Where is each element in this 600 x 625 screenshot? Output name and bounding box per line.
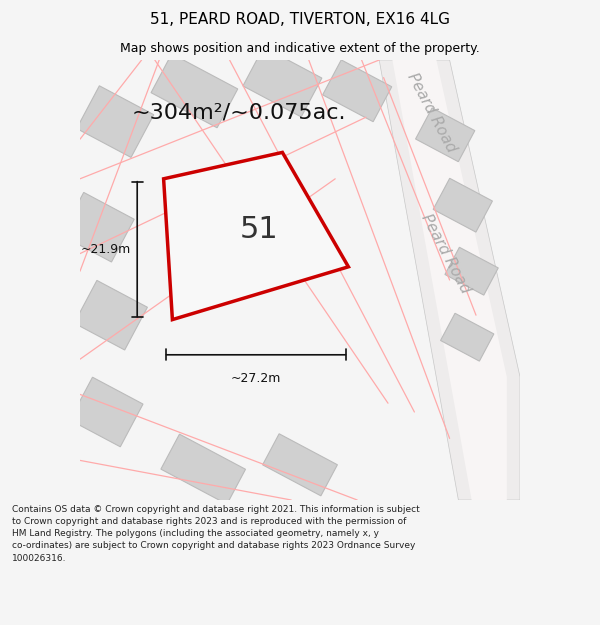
Polygon shape [433,178,493,232]
Text: ~21.9m: ~21.9m [80,242,131,256]
Polygon shape [164,152,349,319]
Text: Peard Road: Peard Road [405,71,459,155]
Polygon shape [243,47,322,117]
Polygon shape [151,54,238,128]
Polygon shape [416,108,475,162]
Polygon shape [70,378,143,447]
Text: 51: 51 [240,215,278,244]
Text: ~27.2m: ~27.2m [231,372,281,386]
Text: Map shows position and indicative extent of the property.: Map shows position and indicative extent… [120,42,480,55]
Text: Peard Road: Peard Road [418,211,472,296]
Polygon shape [161,434,245,504]
Polygon shape [77,86,154,158]
Text: 51, PEARD ROAD, TIVERTON, EX16 4LG: 51, PEARD ROAD, TIVERTON, EX16 4LG [150,12,450,27]
Polygon shape [263,434,337,496]
Polygon shape [379,60,520,500]
Text: ~304m²/~0.075ac.: ~304m²/~0.075ac. [131,102,346,122]
Polygon shape [74,281,148,350]
Polygon shape [61,192,134,262]
Polygon shape [392,60,507,500]
Polygon shape [440,313,494,361]
Polygon shape [323,60,392,122]
Polygon shape [445,248,498,295]
Text: Contains OS data © Crown copyright and database right 2021. This information is : Contains OS data © Crown copyright and d… [12,505,420,562]
